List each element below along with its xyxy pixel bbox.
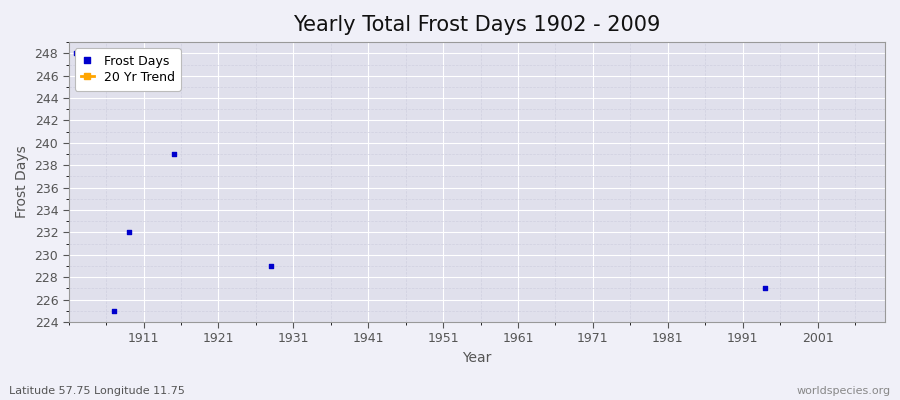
Frost Days: [106, 308, 121, 314]
Frost Days: [122, 229, 136, 236]
Legend: Frost Days, 20 Yr Trend: Frost Days, 20 Yr Trend: [75, 48, 181, 91]
Frost Days: [758, 285, 772, 292]
Text: worldspecies.org: worldspecies.org: [796, 386, 891, 396]
Frost Days: [69, 50, 84, 56]
X-axis label: Year: Year: [463, 351, 491, 365]
Frost Days: [166, 151, 181, 157]
Y-axis label: Frost Days: Frost Days: [15, 146, 29, 218]
Title: Yearly Total Frost Days 1902 - 2009: Yearly Total Frost Days 1902 - 2009: [293, 15, 661, 35]
Text: Latitude 57.75 Longitude 11.75: Latitude 57.75 Longitude 11.75: [9, 386, 184, 396]
Frost Days: [264, 263, 278, 269]
